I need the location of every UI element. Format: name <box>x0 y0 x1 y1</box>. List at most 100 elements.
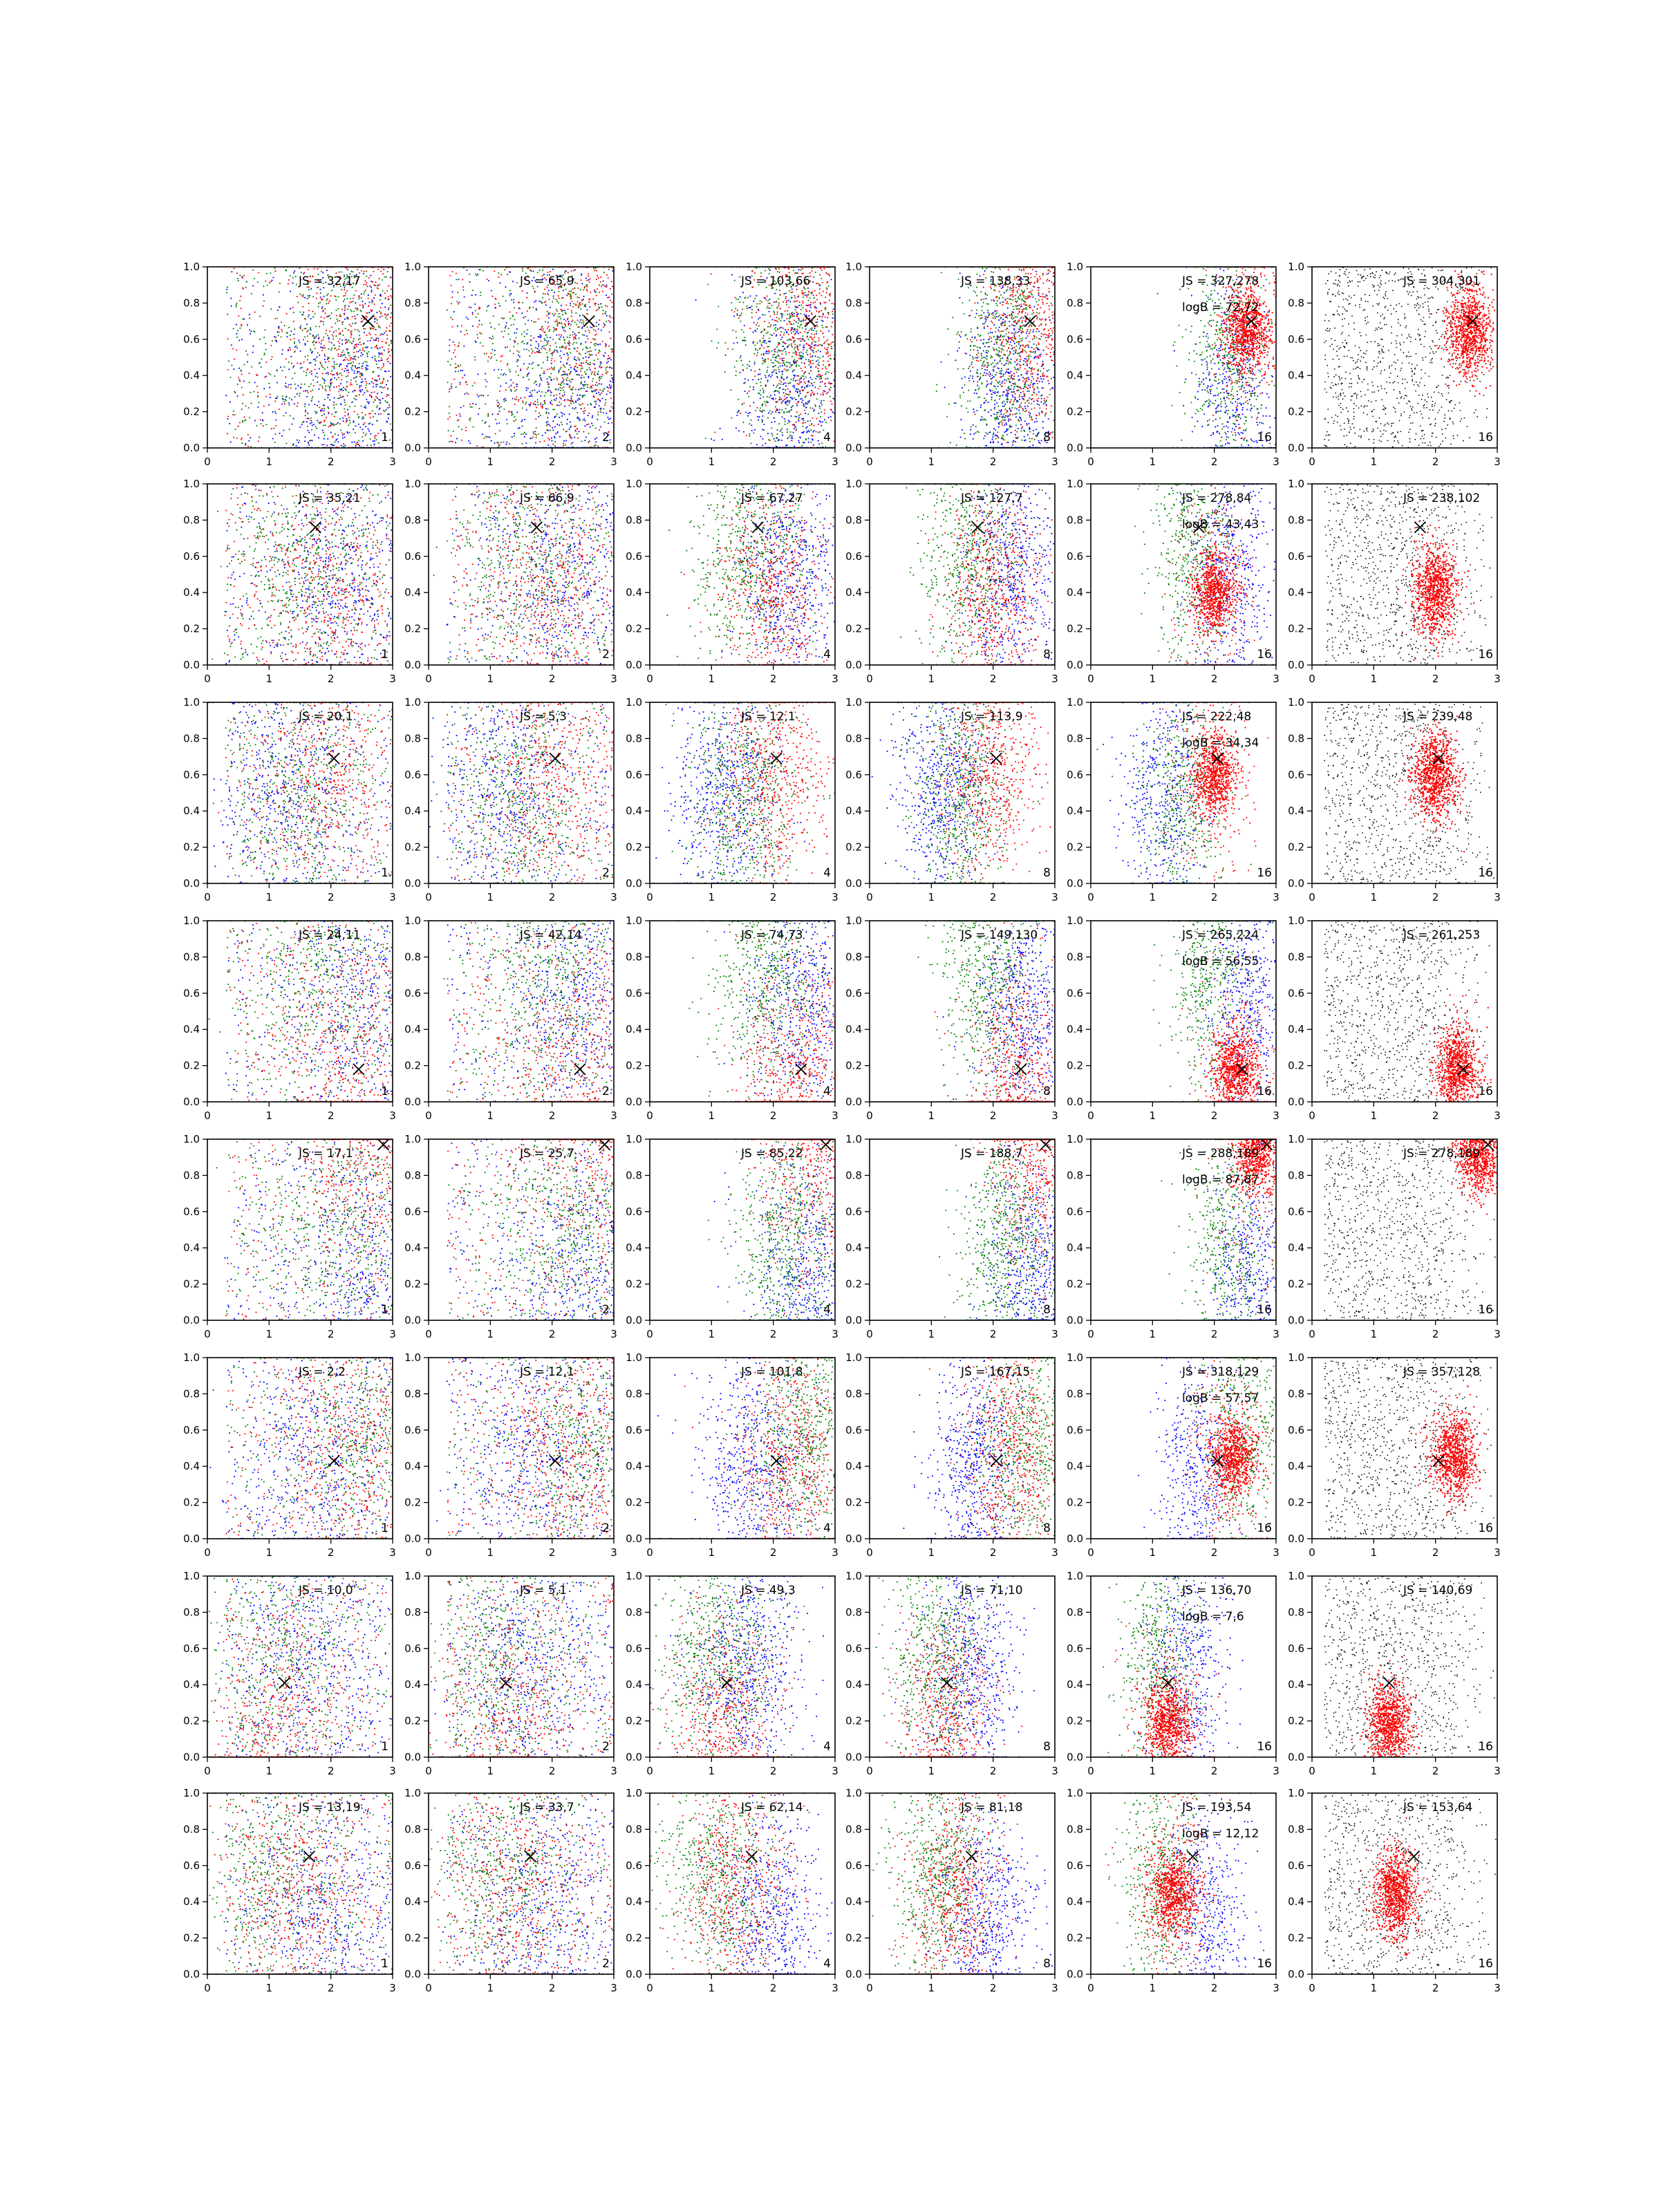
scatter-point <box>315 375 317 377</box>
scatter-point <box>782 346 784 347</box>
scatter-point <box>616 323 617 324</box>
scatter-point <box>531 438 532 439</box>
scatter-point <box>791 406 792 408</box>
scatter-point <box>299 312 301 313</box>
scatter-point <box>596 295 597 297</box>
scatter-point <box>575 338 577 339</box>
scatter-point <box>509 386 510 388</box>
scatter-point <box>590 326 591 328</box>
scatter-point <box>324 317 325 319</box>
scatter-point <box>581 395 583 397</box>
scatter-point <box>453 378 455 379</box>
scatter-point <box>368 351 369 353</box>
scatter-point <box>547 272 549 273</box>
scatter-point <box>236 303 237 304</box>
scatter-point <box>334 407 335 409</box>
scatter-point <box>353 298 354 299</box>
scatter-point <box>847 395 849 396</box>
scatter-point <box>514 416 515 418</box>
scatter-point <box>628 292 629 294</box>
scatter-point <box>762 357 763 359</box>
scatter-point <box>533 321 534 323</box>
scatter-point <box>546 425 547 427</box>
scatter-point <box>615 447 616 449</box>
scatter-point <box>352 271 353 272</box>
scatter-point <box>460 406 462 408</box>
scatter-point <box>324 421 325 422</box>
scatter-point <box>772 435 774 436</box>
scatter-point <box>814 382 815 383</box>
scatter-point <box>365 426 366 427</box>
scatter-point <box>341 309 343 310</box>
scatter-point <box>339 320 340 321</box>
scatter-point <box>260 419 261 420</box>
scatter-point <box>236 438 238 439</box>
scatter-point <box>621 359 622 361</box>
scatter-point <box>800 437 801 438</box>
scatter-point <box>769 270 771 271</box>
scatter-point <box>731 417 732 418</box>
scatter-point <box>324 380 326 382</box>
scatter-point <box>312 379 314 381</box>
scatter-point <box>448 430 449 431</box>
scatter-point <box>607 417 608 418</box>
scatter-point <box>409 317 410 319</box>
scatter-point <box>323 337 324 338</box>
scatter-point <box>803 344 805 346</box>
scatter-point <box>265 349 267 350</box>
scatter-point <box>401 316 402 317</box>
scatter-point <box>290 387 292 388</box>
scatter-point <box>759 373 760 375</box>
scatter-point <box>295 346 297 347</box>
scatter-point <box>509 295 510 297</box>
scatter-point <box>451 326 453 328</box>
scatter-point <box>274 400 276 402</box>
scatter-point <box>536 384 537 385</box>
scatter-point <box>419 283 420 285</box>
scatter-point <box>316 292 317 294</box>
scatter-point <box>332 424 334 426</box>
scatter-point <box>337 374 338 375</box>
scatter-point <box>243 288 244 290</box>
scatter-point <box>307 298 308 299</box>
scatter-point <box>563 383 565 384</box>
scatter-point <box>451 383 452 384</box>
scatter-point <box>611 385 612 386</box>
scatter-point <box>341 375 342 376</box>
scatter-point <box>747 368 748 369</box>
scatter-point <box>359 350 361 351</box>
scatter-point <box>349 432 350 433</box>
scatter-point <box>568 272 569 273</box>
scatter-point <box>778 371 780 373</box>
scatter-point <box>574 369 576 371</box>
scatter-point <box>736 360 738 362</box>
scatter-point <box>475 294 476 296</box>
scatter-point <box>420 355 422 356</box>
scatter-point <box>574 356 575 357</box>
scatter-point <box>745 344 747 346</box>
scatter-point <box>387 402 388 403</box>
scatter-point <box>758 379 759 380</box>
scatter-point <box>477 373 478 375</box>
scatter-point <box>415 392 416 393</box>
scatter-point <box>572 407 573 409</box>
scatter-point <box>344 310 346 311</box>
scatter-point <box>808 315 809 317</box>
scatter-point <box>481 395 482 396</box>
scatter-point <box>785 398 787 400</box>
scatter-point <box>388 371 390 372</box>
scatter-point <box>250 437 251 438</box>
scatter-point <box>782 432 783 433</box>
scatter-point <box>393 292 395 294</box>
scatter-point <box>601 397 603 399</box>
scatter-point <box>581 363 582 364</box>
scatter-point <box>467 319 469 320</box>
scatter-point <box>357 413 358 415</box>
scatter-point <box>749 295 751 297</box>
scatter-point <box>447 355 449 357</box>
scatter-point <box>588 338 589 339</box>
scatter-point <box>833 379 834 381</box>
scatter-point <box>575 303 577 305</box>
scatter-point <box>761 301 762 303</box>
scatter-point <box>339 423 341 424</box>
